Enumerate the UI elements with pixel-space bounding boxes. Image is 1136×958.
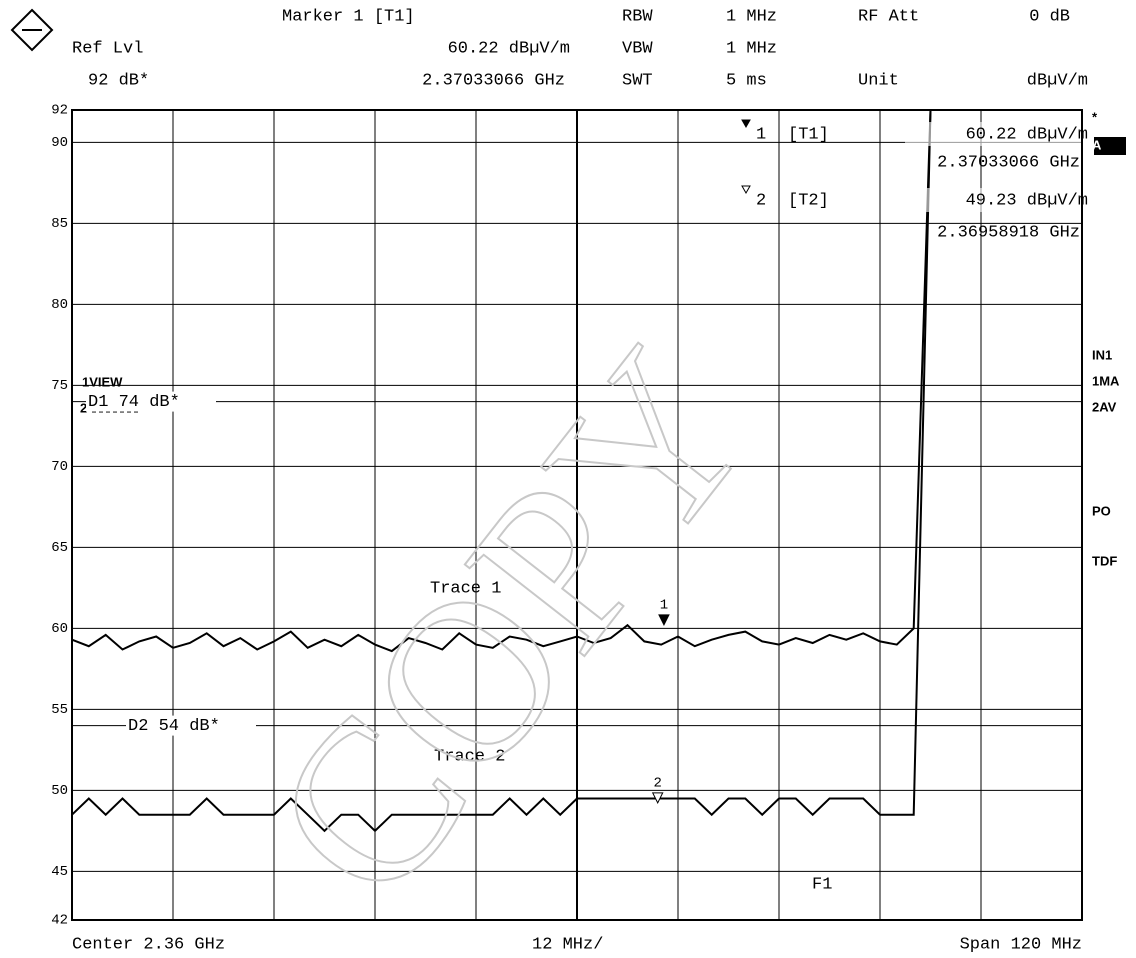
- marker-number: 1: [660, 598, 668, 614]
- plot: 92 90 85 80 75 70 65 60 55 50 45 42 D1 74 dB* D2 54 d…: [51, 103, 1088, 929]
- side-box: [1094, 137, 1126, 155]
- trace: [71, 109, 1082, 653]
- readout-freq: 2.36958918 GHz: [937, 223, 1080, 242]
- vbw-value: 1 MHz: [726, 39, 777, 58]
- side-label: TDF: [1092, 553, 1117, 568]
- y-tick-label: 65: [51, 540, 68, 556]
- footer-span: Span 120 MHz: [960, 935, 1082, 954]
- trace1-label: Trace 1: [430, 579, 501, 598]
- display-line-label: D1 74 dB*: [88, 393, 180, 412]
- swt-label: SWT: [622, 71, 653, 90]
- marker-symbol: [741, 185, 751, 195]
- readout-name: [T1]: [788, 125, 829, 144]
- att-label: RF Att: [858, 7, 919, 26]
- y-tick-label: 45: [51, 864, 68, 880]
- readout-number: 2: [756, 191, 766, 210]
- readout-level: 49.23 dBµV/m: [966, 191, 1088, 210]
- side-label: 1MA: [1092, 373, 1120, 388]
- y-tick-label: 90: [51, 135, 68, 151]
- y-tick-label: 60: [51, 621, 68, 637]
- y-tick-label: 42: [51, 913, 68, 929]
- swt-value: 5 ms: [726, 71, 767, 90]
- y-tick-label: 70: [51, 459, 68, 475]
- view-trace: 2: [80, 400, 87, 415]
- footer-div: 12 MHz/: [532, 935, 603, 954]
- marker-freq: 2.37033066 GHz: [422, 71, 565, 90]
- side-label: A: [1092, 137, 1102, 152]
- y-tick-label: 75: [51, 378, 68, 394]
- readout-freq: 2.37033066 GHz: [937, 153, 1080, 172]
- marker: [658, 614, 670, 626]
- y-tick-label: 85: [51, 216, 68, 232]
- vbw-label: VBW: [622, 39, 653, 58]
- y-tick-label: 50: [51, 783, 68, 799]
- side-label: IN1: [1092, 347, 1112, 362]
- readout-bg: [905, 122, 1081, 146]
- unit-label: Unit: [858, 71, 899, 90]
- display-label-bg: [86, 391, 216, 412]
- marker: [651, 792, 664, 804]
- readout-level: 60.22 dBµV/m: [966, 125, 1088, 144]
- marker-number: 2: [654, 776, 662, 792]
- marker-title: Marker 1 [T1]: [282, 7, 415, 26]
- unit-value: dBµV/m: [1027, 71, 1088, 90]
- display-line-label: D2 54 dB*: [128, 717, 220, 736]
- trace: [71, 109, 1082, 833]
- footer-center: Center 2.36 GHz: [72, 935, 225, 954]
- readout-name: [T2]: [788, 191, 829, 210]
- readout-bg: [905, 188, 1081, 212]
- trace2-label: Trace 2: [434, 747, 505, 766]
- side-label: *: [1092, 109, 1098, 124]
- marker-symbol: [741, 119, 751, 129]
- att-value: 0 dB: [1029, 7, 1070, 26]
- side-label: 2AV: [1092, 399, 1117, 414]
- plot-frame: [71, 109, 1083, 921]
- y-tick-label: 80: [51, 297, 68, 313]
- y-tick-label: 55: [51, 702, 68, 718]
- watermark: COPY: [221, 305, 800, 945]
- display-label-bg: [126, 715, 256, 736]
- y-tick-label: 92: [51, 103, 68, 119]
- ref-lvl-label: Ref Lvl: [72, 39, 143, 58]
- logo: [10, 8, 54, 52]
- rbw-label: RBW: [622, 7, 653, 26]
- f1-label: F1: [812, 875, 832, 894]
- side-labels: * A IN1 1MA 2AV PO TDF: [1092, 109, 1126, 568]
- rbw-value: 1 MHz: [726, 7, 777, 26]
- side-label: PO: [1092, 503, 1111, 518]
- view-label: 1VIEW: [82, 374, 123, 389]
- ref-lvl-value: 92 dB*: [88, 71, 149, 90]
- marker-level: 60.22 dBµV/m: [448, 39, 570, 58]
- readout-number: 1: [756, 125, 766, 144]
